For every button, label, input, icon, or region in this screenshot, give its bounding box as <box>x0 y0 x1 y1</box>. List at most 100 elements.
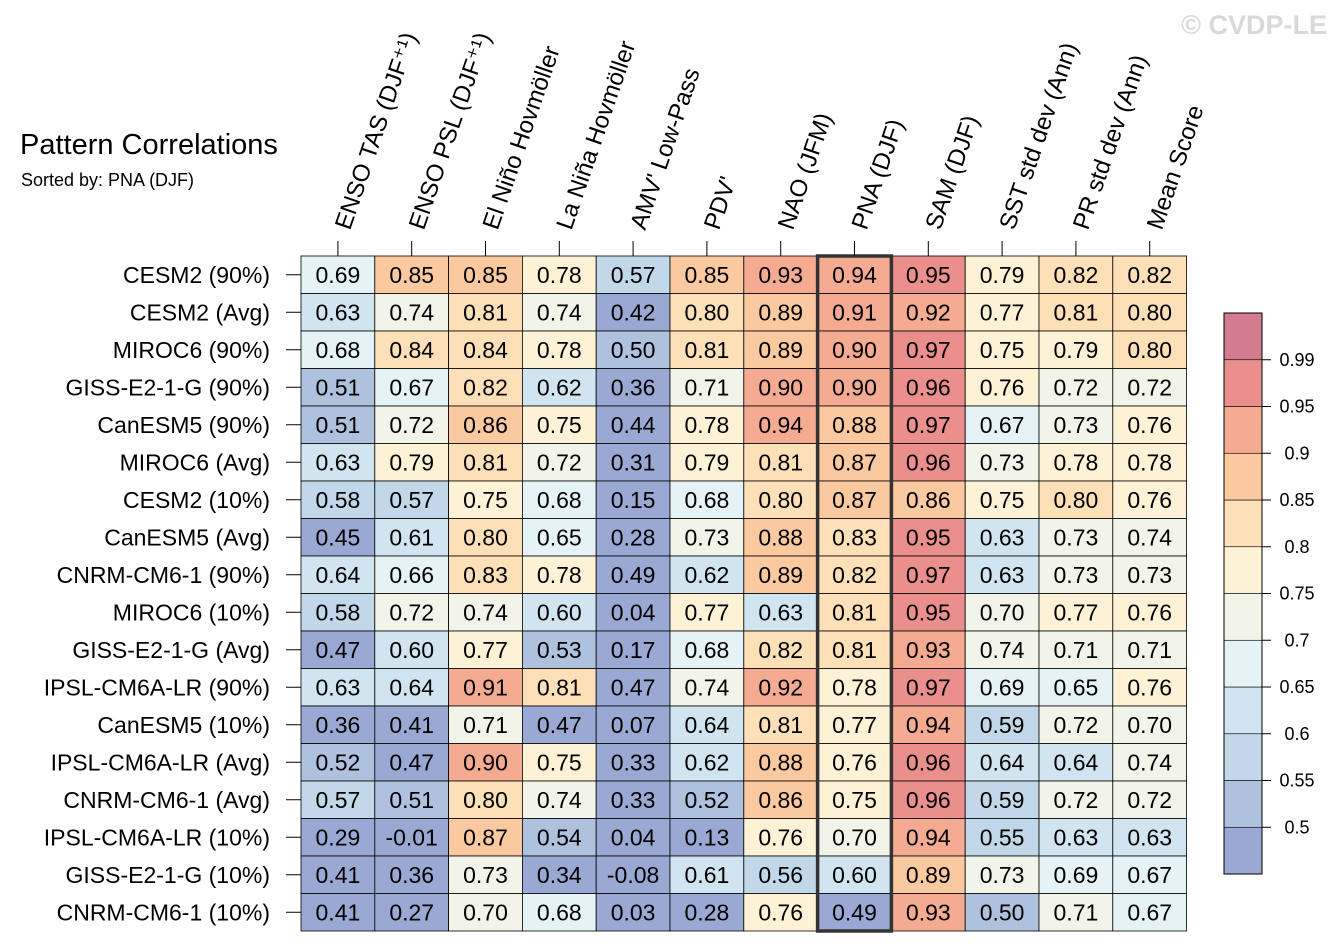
cell-value: 0.96 <box>906 374 951 400</box>
cell-value: 0.91 <box>832 299 877 325</box>
cell-value: 0.74 <box>1127 749 1172 775</box>
heatmap-cell <box>1038 405 1114 444</box>
heatmap-cell <box>1112 555 1188 594</box>
cell-value: 0.61 <box>389 524 434 550</box>
cell-value: 0.81 <box>758 449 803 475</box>
colorbar-label: 0.7 <box>1284 630 1309 650</box>
row-label-giss-e2-1-g-10: GISS-E2-1-G (10%) <box>66 862 271 888</box>
heatmap-cell <box>374 293 449 332</box>
cell-value: 0.33 <box>611 749 656 775</box>
cell-value: 0.45 <box>316 524 361 550</box>
heatmap-cell <box>300 555 376 594</box>
cell-value: 0.76 <box>1127 599 1172 625</box>
heatmap-cell <box>1038 518 1114 557</box>
cell-value: 0.76 <box>832 749 877 775</box>
column-label-pna-djf: PNA (DJF) <box>847 116 910 233</box>
cell-value: 0.74 <box>389 299 434 325</box>
cell-value: 0.78 <box>537 262 582 288</box>
colorbar-swatch <box>1223 639 1263 688</box>
cell-value: 0.58 <box>316 487 361 513</box>
heatmap-cell <box>743 593 818 632</box>
heatmap-cell <box>1038 480 1114 519</box>
heatmap-cell <box>1112 293 1188 332</box>
heatmap-cell <box>448 630 523 669</box>
heatmap-cell <box>374 893 449 932</box>
heatmap-cell <box>374 405 449 444</box>
heatmap-cell <box>1038 668 1114 707</box>
cell-value: 0.82 <box>1127 262 1172 288</box>
cell-value: 0.73 <box>980 862 1025 888</box>
colorbar: 0.99 0.95 0.9 0.85 0.8 0.75 0.7 0.65 0.6 0.55 0.5 <box>1223 312 1315 875</box>
heatmap-cell <box>669 368 745 407</box>
heatmap-cell <box>300 818 376 857</box>
cell-value: 0.49 <box>832 899 877 925</box>
cell-value: 0.60 <box>832 862 877 888</box>
cell-value: 0.49 <box>611 562 656 588</box>
heatmap-cell <box>964 593 1040 632</box>
cell-value: 0.94 <box>832 262 877 288</box>
cell-value: 0.73 <box>1054 412 1099 438</box>
heatmap-cell <box>522 330 597 369</box>
cell-value: 0.76 <box>1127 674 1172 700</box>
heatmap-cell <box>669 630 745 669</box>
cell-value: 0.83 <box>463 562 508 588</box>
cell-value: 0.59 <box>980 787 1025 813</box>
cell-value: 0.57 <box>316 787 361 813</box>
cell-value: 0.70 <box>832 824 877 850</box>
colorbar-label: 0.65 <box>1279 677 1314 697</box>
heatmap-cell <box>522 780 597 819</box>
cell-value: 0.57 <box>611 262 656 288</box>
heatmap-cell <box>1112 705 1188 744</box>
heatmap-cell <box>1112 818 1188 857</box>
heatmap-cell <box>743 368 818 407</box>
cell-value: 0.50 <box>611 337 656 363</box>
cell-value: 0.89 <box>906 862 951 888</box>
colorbar-swatch <box>1223 312 1263 361</box>
column-label-el-ni-o-hovm-ller: El Niño Hovmöller <box>478 43 566 233</box>
cell-value: 0.76 <box>980 374 1025 400</box>
heatmap-cell <box>1112 668 1188 707</box>
cell-value: 0.76 <box>1127 412 1172 438</box>
cell-value: 0.77 <box>685 599 730 625</box>
colorbar-swatch <box>1223 546 1263 594</box>
heatmap-cell <box>964 855 1040 894</box>
row-label-miroc6-avg: MIROC6 (Avg) <box>120 449 270 475</box>
cell-value: 0.44 <box>611 412 656 438</box>
heatmap-cell <box>817 555 892 594</box>
cell-value: 0.63 <box>1127 824 1172 850</box>
cell-value: 0.87 <box>832 487 877 513</box>
colorbar-label: 0.99 <box>1279 350 1314 370</box>
chart-subtitle: Sorted by: PNA (DJF) <box>21 170 194 190</box>
cell-value: 0.96 <box>906 787 951 813</box>
cell-value: 0.36 <box>389 862 434 888</box>
heatmap-cell <box>964 893 1040 932</box>
heatmap-cell <box>522 255 597 294</box>
cell-value: 0.92 <box>758 674 803 700</box>
heatmap-cell <box>448 705 523 744</box>
heatmap-cell <box>374 630 449 669</box>
heatmap-cell <box>595 893 671 932</box>
heatmap-cell <box>817 743 892 782</box>
cell-value: 0.77 <box>1054 599 1099 625</box>
heatmap-cell <box>300 743 376 782</box>
heatmap-cell <box>374 818 449 857</box>
cell-value: 0.97 <box>906 674 951 700</box>
heatmap-cell <box>964 480 1040 519</box>
row-label-giss-e2-1-g-avg: GISS-E2-1-G (Avg) <box>72 637 270 663</box>
cell-value: 0.89 <box>758 562 803 588</box>
row-label-cesm2-avg: CESM2 (Avg) <box>130 299 270 325</box>
column-label-la-ni-a-hovm-ller: La Niña Hovmöller <box>551 37 641 232</box>
cell-value: 0.78 <box>1127 449 1172 475</box>
cell-value: 0.84 <box>389 337 434 363</box>
heatmap-cell <box>891 555 966 594</box>
heatmap-cell <box>743 818 818 857</box>
heatmap-cell <box>374 668 449 707</box>
cell-value: 0.60 <box>389 637 434 663</box>
cell-value: 0.70 <box>1127 712 1172 738</box>
cell-value: 0.73 <box>1054 524 1099 550</box>
heatmap-cell <box>817 593 892 632</box>
cell-value: 0.73 <box>1127 562 1172 588</box>
cell-value: 0.33 <box>611 787 656 813</box>
heatmap-cell <box>374 855 449 894</box>
cell-value: 0.71 <box>1054 637 1099 663</box>
